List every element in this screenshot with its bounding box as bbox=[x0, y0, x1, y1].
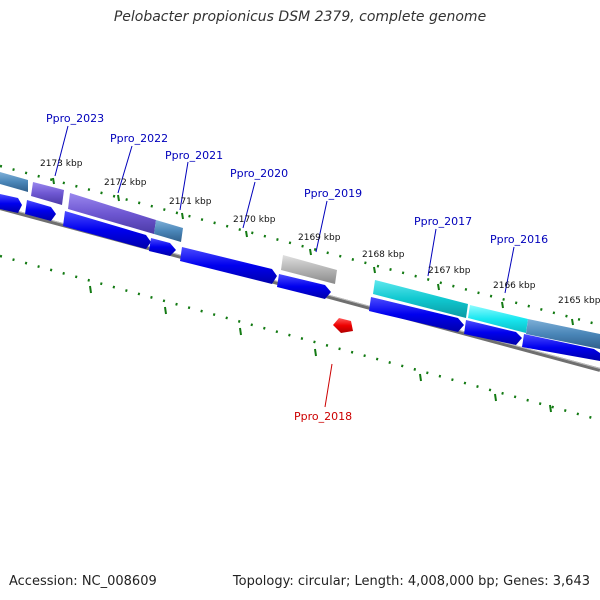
cds-arrow[interactable] bbox=[149, 238, 176, 256]
kbp-label-2165: 2165 kbp bbox=[558, 296, 600, 306]
label-ppro-2018: Ppro_2018 bbox=[294, 410, 352, 423]
cds-arrow[interactable] bbox=[522, 334, 600, 361]
cds-arrow[interactable] bbox=[464, 320, 522, 345]
label-ppro-2023: Ppro_2023 bbox=[46, 112, 104, 125]
gene-ppro-2023[interactable] bbox=[31, 182, 64, 205]
gene-ppro-2018[interactable] bbox=[333, 318, 353, 333]
kbp-label-2173: 2173 kbp bbox=[40, 159, 83, 169]
gene-ppro-2021[interactable] bbox=[154, 220, 183, 242]
label-ppro-2021: Ppro_2021 bbox=[165, 149, 223, 162]
gene-ppro-2022[interactable] bbox=[68, 193, 156, 234]
label-ppro-2022: Ppro_2022 bbox=[110, 132, 168, 145]
label-ppro-2019: Ppro_2019 bbox=[304, 187, 362, 200]
label-ppro-2016: Ppro_2016 bbox=[490, 233, 548, 246]
gene-ppro-2016[interactable] bbox=[468, 305, 528, 333]
label-leaders bbox=[54, 125, 515, 408]
cds-arrow[interactable] bbox=[63, 211, 151, 249]
cds-arrow[interactable] bbox=[25, 200, 56, 221]
kbp-label-2167: 2167 kbp bbox=[428, 266, 471, 276]
gene-ppro-2019[interactable] bbox=[281, 255, 337, 284]
cds-arrow[interactable] bbox=[0, 194, 22, 213]
cds-arrow[interactable] bbox=[180, 247, 277, 284]
blue-cds-row bbox=[0, 194, 600, 361]
gene-ppro-2017[interactable] bbox=[373, 280, 468, 318]
gene-right-partial[interactable] bbox=[526, 319, 600, 349]
major-tick-marks bbox=[52, 177, 574, 413]
kbp-label-2169: 2169 kbp bbox=[298, 233, 341, 243]
label-ppro-2017: Ppro_2017 bbox=[414, 215, 472, 228]
cds-arrow[interactable] bbox=[277, 274, 331, 299]
kbp-label-2166: 2166 kbp bbox=[493, 281, 536, 291]
gene-left-partial[interactable] bbox=[0, 172, 28, 192]
map-title: Pelobacter propionicus DSM 2379, complet… bbox=[113, 9, 487, 25]
accession-text: Accession: NC_008609 bbox=[9, 574, 157, 589]
label-ppro-2020: Ppro_2020 bbox=[230, 167, 288, 180]
genome-summary-text: Topology: circular; Length: 4,008,000 bp… bbox=[232, 574, 590, 589]
cds-arrow[interactable] bbox=[369, 297, 464, 332]
kbp-label-2170: 2170 kbp bbox=[233, 215, 276, 225]
kbp-label-2171: 2171 kbp bbox=[169, 197, 212, 207]
kbp-label-2172: 2172 kbp bbox=[104, 178, 147, 188]
kbp-label-2168: 2168 kbp bbox=[362, 250, 405, 260]
